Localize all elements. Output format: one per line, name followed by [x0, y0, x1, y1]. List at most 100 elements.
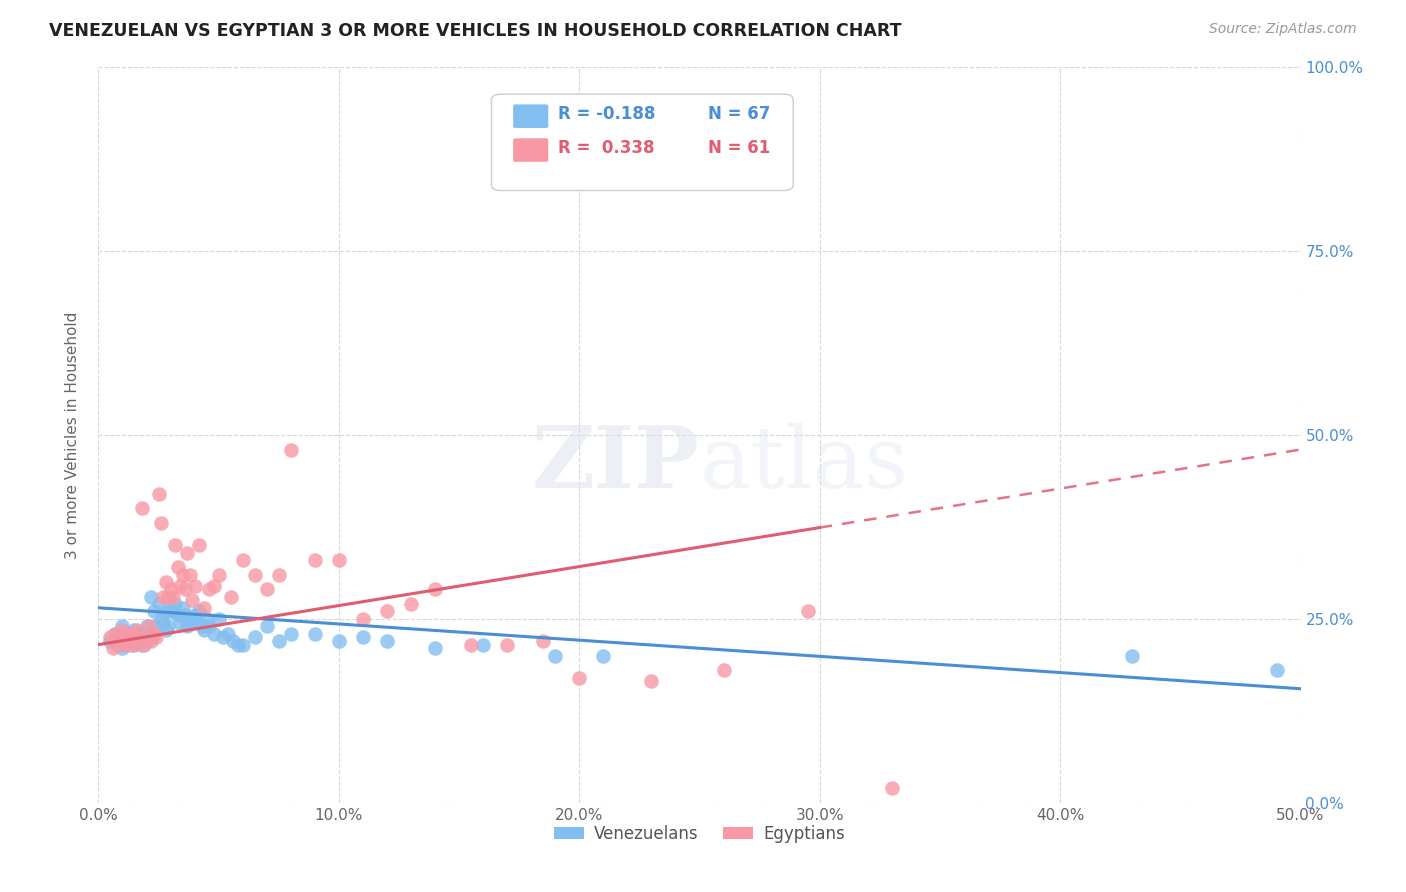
Point — [118, 630, 141, 644]
Point — [128, 626, 150, 640]
Point — [166, 560, 188, 574]
Legend: Venezuelans, Egyptians: Venezuelans, Egyptians — [547, 818, 852, 850]
Point — [162, 605, 184, 619]
Point — [172, 600, 194, 615]
Point — [149, 516, 172, 530]
Point — [181, 593, 204, 607]
Point — [121, 626, 143, 640]
Point — [304, 553, 326, 567]
Point — [568, 671, 591, 685]
Point — [198, 582, 221, 597]
Point — [179, 612, 201, 626]
Point — [423, 582, 446, 597]
Point — [1265, 664, 1288, 678]
Point — [111, 619, 134, 633]
Point — [183, 579, 205, 593]
Point — [193, 600, 215, 615]
Point — [592, 648, 614, 663]
Point — [232, 553, 254, 567]
FancyBboxPatch shape — [513, 104, 548, 128]
Point — [124, 633, 146, 648]
Point — [132, 630, 155, 644]
Point — [138, 619, 160, 633]
Point — [183, 608, 205, 623]
Point — [256, 619, 278, 633]
Point — [181, 615, 204, 630]
Point — [352, 630, 374, 644]
Point — [188, 538, 211, 552]
Point — [124, 638, 146, 652]
Text: N = 61: N = 61 — [709, 139, 770, 157]
Point — [121, 638, 143, 652]
Point — [141, 630, 163, 644]
Point — [460, 638, 482, 652]
Point — [141, 590, 163, 604]
Point — [243, 630, 266, 644]
Point — [169, 579, 191, 593]
Point — [114, 633, 136, 648]
Point — [135, 619, 157, 633]
Point — [423, 641, 446, 656]
Point — [135, 633, 157, 648]
Point — [142, 626, 165, 640]
Point — [131, 501, 153, 516]
Point — [111, 623, 134, 637]
Point — [202, 579, 225, 593]
Point — [159, 582, 181, 597]
Text: N = 67: N = 67 — [709, 105, 770, 123]
Point — [399, 597, 422, 611]
Point — [176, 545, 198, 560]
Point — [195, 612, 218, 626]
Point — [193, 623, 215, 637]
Point — [267, 567, 290, 582]
Point — [191, 619, 214, 633]
Text: Source: ZipAtlas.com: Source: ZipAtlas.com — [1209, 22, 1357, 37]
Point — [226, 638, 249, 652]
Point — [280, 442, 302, 457]
Point — [104, 626, 127, 640]
Point — [166, 608, 188, 623]
Point — [157, 619, 180, 633]
Text: R =  0.338: R = 0.338 — [558, 139, 654, 157]
Point — [188, 605, 211, 619]
Point — [212, 630, 235, 644]
Point — [148, 487, 170, 501]
Point — [375, 633, 398, 648]
Point — [796, 605, 818, 619]
Point — [304, 626, 326, 640]
Point — [280, 626, 302, 640]
Point — [256, 582, 278, 597]
Point — [531, 633, 554, 648]
Point — [544, 648, 567, 663]
Point — [118, 626, 141, 640]
Text: ZIP: ZIP — [531, 422, 699, 507]
Point — [217, 626, 239, 640]
Point — [104, 626, 127, 640]
Point — [165, 597, 187, 611]
FancyBboxPatch shape — [513, 138, 548, 161]
Point — [267, 633, 290, 648]
Point — [202, 626, 225, 640]
Point — [152, 615, 174, 630]
Point — [100, 630, 122, 644]
Point — [165, 538, 187, 552]
Point — [145, 619, 167, 633]
Point — [174, 608, 197, 623]
Point — [138, 626, 160, 640]
Point — [155, 605, 177, 619]
Point — [232, 638, 254, 652]
Point — [328, 633, 350, 648]
Point — [222, 633, 245, 648]
Point — [162, 590, 184, 604]
Point — [155, 623, 177, 637]
Text: VENEZUELAN VS EGYPTIAN 3 OR MORE VEHICLES IN HOUSEHOLD CORRELATION CHART: VENEZUELAN VS EGYPTIAN 3 OR MORE VEHICLE… — [49, 22, 901, 40]
Text: R = -0.188: R = -0.188 — [558, 105, 655, 123]
Point — [108, 630, 131, 644]
Point — [152, 590, 174, 604]
Point — [157, 590, 180, 604]
Point — [117, 638, 139, 652]
Point — [713, 664, 735, 678]
Point — [169, 615, 191, 630]
Point — [198, 619, 221, 633]
Point — [125, 623, 148, 637]
